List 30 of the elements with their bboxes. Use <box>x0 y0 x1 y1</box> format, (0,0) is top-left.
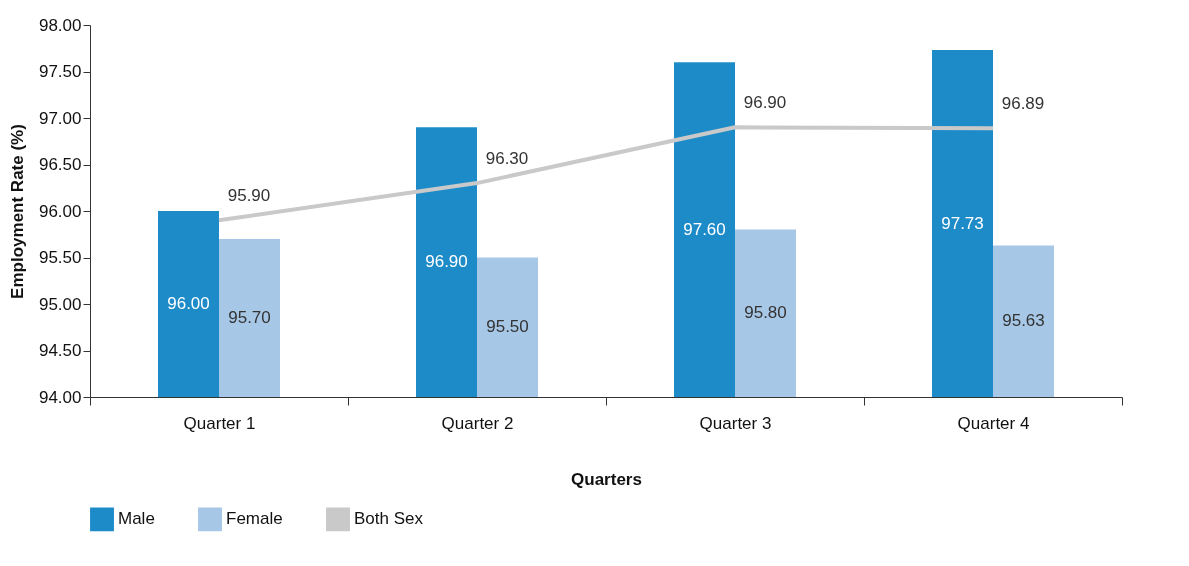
legend-label: Male <box>118 509 155 529</box>
data-label: 95.50 <box>486 317 529 337</box>
x-axis-title: Quarters <box>571 469 642 489</box>
y-tick-label: 97.00 <box>38 108 82 128</box>
x-tick-label: Quarter 3 <box>699 413 772 433</box>
legend-label: Female <box>226 509 283 529</box>
data-label: 97.73 <box>941 213 984 233</box>
x-tick-label: Quarter 4 <box>957 413 1030 433</box>
y-tick-label: 98.00 <box>38 15 82 35</box>
data-label: 96.90 <box>425 252 468 272</box>
y-tick-label: 96.50 <box>38 155 82 174</box>
data-label: 96.90 <box>743 93 787 113</box>
y-tick-label: 95.00 <box>38 294 82 314</box>
y-axis-title: Employment Rate (%) <box>7 124 27 299</box>
x-tick-label: Quarter 1 <box>183 413 256 433</box>
data-label: 95.63 <box>1002 311 1045 331</box>
y-tick-label: 95.50 <box>38 248 82 267</box>
data-label: 95.80 <box>744 303 787 323</box>
y-tick-label: 94.50 <box>38 341 82 360</box>
data-label: 95.90 <box>227 186 271 206</box>
data-label: 95.70 <box>228 307 271 327</box>
x-tick-label: Quarter 2 <box>441 413 514 433</box>
legend-label: Both Sex <box>354 509 424 529</box>
y-tick-label: 94.00 <box>38 387 82 407</box>
data-label: 96.30 <box>485 149 529 169</box>
y-tick-label: 97.50 <box>38 62 82 81</box>
data-label: 96.89 <box>1001 94 1045 114</box>
data-label: 97.60 <box>683 219 726 239</box>
y-tick-label: 96.00 <box>38 201 82 221</box>
data-label: 96.00 <box>167 294 210 313</box>
